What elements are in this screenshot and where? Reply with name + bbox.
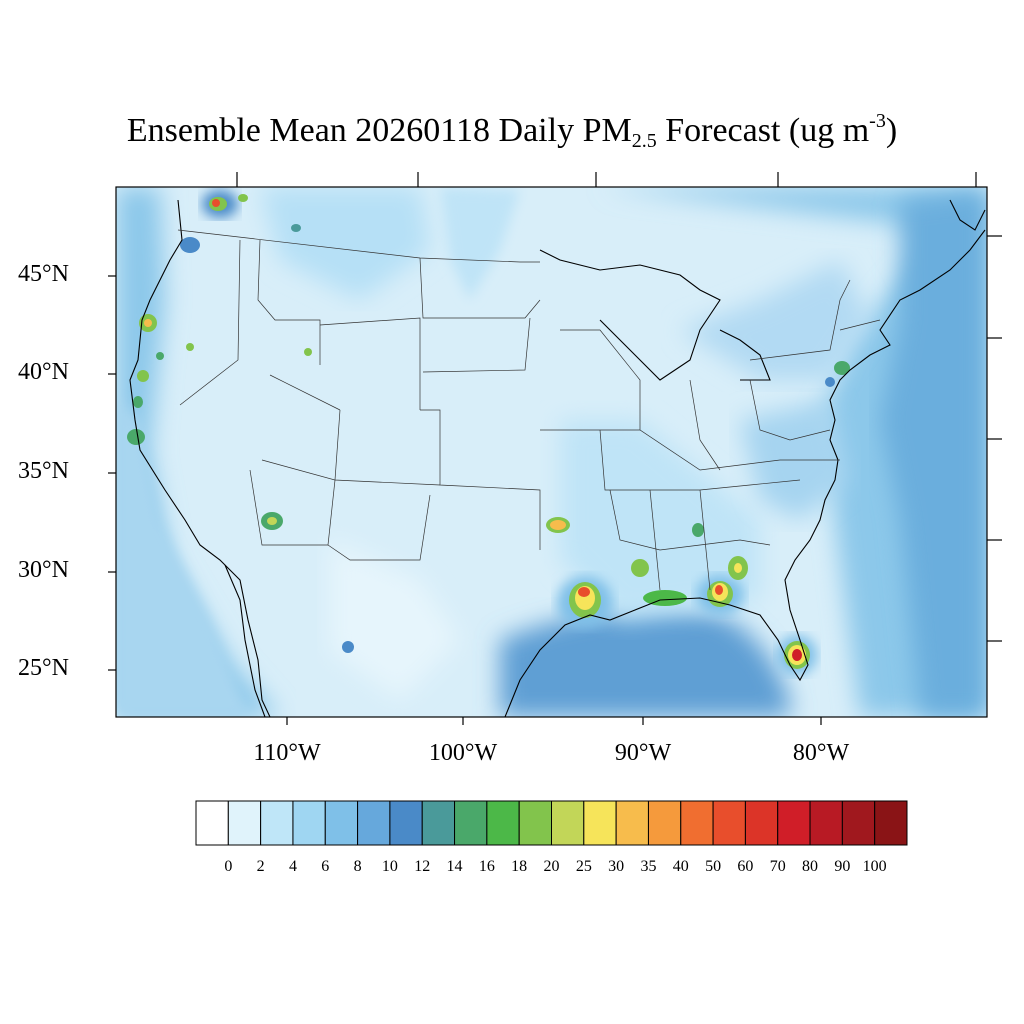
- colorbar-box: [324, 800, 359, 846]
- colorbar-label: 40: [672, 858, 689, 875]
- colorbar-box: [421, 800, 456, 846]
- colorbar-label: 80: [802, 858, 819, 875]
- colorbar-box: [195, 800, 229, 846]
- colorbar-box: [647, 800, 682, 846]
- colorbar-label: 90: [834, 858, 851, 875]
- colorbar-box: [357, 800, 391, 846]
- lat-label-25: 25°N: [18, 655, 69, 681]
- colorbar-box: [518, 800, 553, 846]
- colorbar-label: 14: [446, 858, 463, 875]
- lat-label-30: 30°N: [18, 557, 69, 583]
- hotspot-dallas-area: [546, 517, 570, 533]
- lon-label-90: 90°W: [614, 740, 672, 766]
- colorbar-label: 2: [256, 858, 265, 875]
- state-borders: [177, 229, 881, 591]
- lon-label-100: 100°W: [428, 740, 498, 766]
- hotspot-south-florida: [777, 635, 817, 675]
- hotspot-houston-area: [557, 576, 613, 628]
- colorbar-box: [777, 800, 811, 846]
- axis-ticks: [108, 172, 1002, 725]
- map-frame: [115, 186, 988, 718]
- colorbar-label: 60: [737, 858, 754, 875]
- lon-label-110: 110°W: [253, 740, 321, 766]
- title-text: Ensemble Mean 20260118 Daily PM: [126, 112, 632, 149]
- colorbar-box: [454, 800, 488, 846]
- coastlines: [129, 199, 986, 717]
- hotspot-oregon-valley: [127, 314, 194, 445]
- lat-label-40: 40°N: [18, 359, 69, 385]
- colorbar-box: [551, 800, 585, 846]
- title-text-units: Forecast (ug m: [656, 112, 870, 149]
- colorbar-label: 12: [414, 858, 431, 875]
- colorbar-label: 8: [353, 858, 362, 875]
- colorbar-box: [809, 800, 843, 846]
- colorbar-box: [292, 800, 326, 846]
- colorbar-label: 100: [862, 858, 887, 875]
- colorbar-box: [227, 800, 262, 846]
- colorbar-label: 50: [705, 858, 722, 875]
- colorbar-box: [583, 800, 617, 846]
- title-superscript: -3: [869, 110, 886, 132]
- hotspot-florida-panhandle: [696, 556, 748, 615]
- colorbar-box: [260, 800, 294, 846]
- title-close-paren: ): [885, 112, 898, 149]
- colorbar-box: [486, 800, 520, 846]
- colorbar-label: 35: [640, 858, 657, 875]
- colorbar-box: [389, 800, 423, 846]
- colorbar-label: 18: [511, 858, 528, 875]
- colorbar-label: 6: [321, 858, 330, 875]
- map-title: Ensemble Mean 20260118 Daily PM2.5 Forec…: [0, 110, 1024, 152]
- colorbar-box: [615, 800, 649, 846]
- colorbar-box: [874, 800, 908, 846]
- colorbar-box: [744, 800, 779, 846]
- lon-label-80: 80°W: [792, 740, 850, 766]
- hotspot-new-york-area: [825, 361, 850, 387]
- colorbar-label: 20: [543, 858, 560, 875]
- map-field: [116, 187, 987, 717]
- colorbar-label: 10: [381, 858, 398, 875]
- lat-label-45: 45°N: [18, 261, 69, 287]
- hotspot-phoenix-area: [261, 512, 283, 530]
- colorbar-label: 70: [769, 858, 786, 875]
- colorbar-box: [680, 800, 714, 846]
- colorbar-box: [712, 800, 746, 846]
- colorbar-label: 16: [478, 858, 495, 875]
- colorbar-label: 0: [224, 858, 233, 875]
- colorbar-label: 30: [608, 858, 625, 875]
- hotspot-seattle-area: [180, 190, 248, 253]
- lat-label-35: 35°N: [18, 458, 69, 484]
- title-subscript: 2.5: [631, 130, 657, 152]
- colorbar-label: 4: [288, 858, 297, 875]
- colorbar-box: [841, 800, 876, 846]
- colorbar-label: 25: [575, 858, 592, 875]
